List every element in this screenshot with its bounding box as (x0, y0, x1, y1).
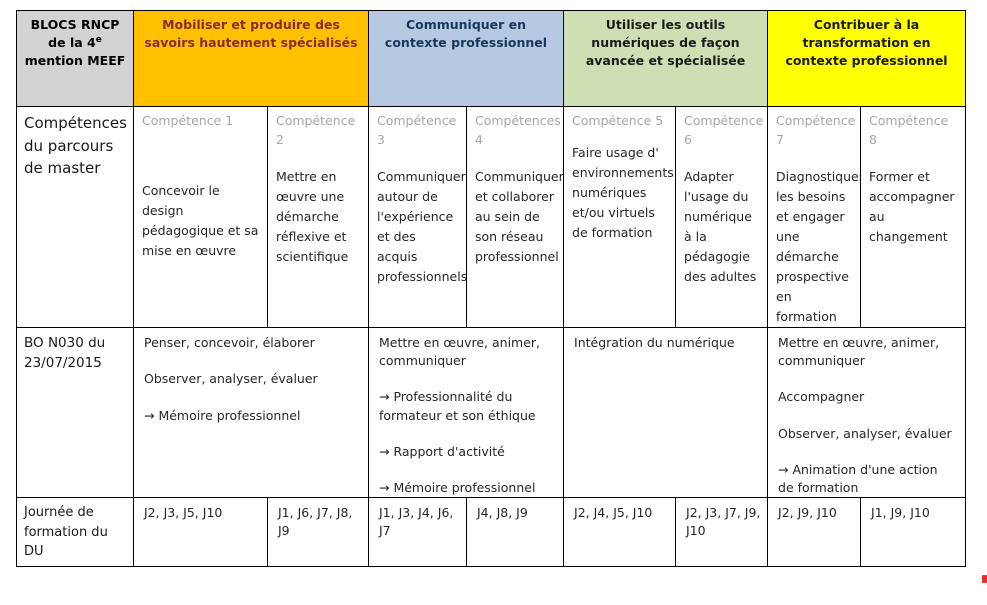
competence-5-label: Compétence 5 (572, 113, 664, 128)
blocs-rncp-text: BLOCS RNCP de la 4 (30, 17, 120, 51)
competence-7-cell: Compétence 7 Diagnostiquer les besoins e… (767, 106, 862, 328)
bo-cell-bloc2: Mettre en œuvre, animer, communiquer → P… (367, 326, 565, 499)
header-blocs-rncp: BLOCS RNCP de la 4e mention MEEF (16, 10, 134, 107)
competence-6-label: Compétence 6 (684, 113, 764, 147)
journee-cell-comp2: J1, J6, J7, J8, J9 (267, 497, 369, 568)
competence-3-cell: Compétence 3 Communiquer autour de l'exp… (368, 106, 467, 328)
bo-cell-bloc3: Intégration du numérique (563, 326, 769, 499)
header-bloc-communiquer: Communiquer en contexte professionnel (367, 10, 565, 107)
competence-2-cell: Compétence 2 Mettre en œuvre une démarch… (267, 106, 369, 328)
row-header-journee: Journée de formation du DU (16, 497, 134, 568)
competence-8-label: Compétence 8 (869, 113, 949, 147)
red-annotation-mark (982, 575, 987, 583)
header-bloc-transformation: Contribuer à la transformation en contex… (767, 10, 967, 107)
journee-cell-comp1: J2, J3, J5, J10 (133, 497, 268, 568)
competence-5-text: Faire usage d' environnements numériques… (572, 144, 674, 240)
bo-cell-bloc1: Penser, concevoir, élaborer Observer, an… (133, 326, 369, 499)
competence-7-text: Diagnostiquer les besoins et engager une… (776, 168, 861, 324)
journee-cell-comp7: J2, J9, J10 (767, 497, 862, 568)
journee-cell-comp4: J4, J8, J9 (465, 497, 565, 568)
bo-cell-bloc4: Mettre en œuvre, animer, communiquer Acc… (767, 326, 967, 499)
competency-table: BLOCS RNCP de la 4e mention MEEF Mobilis… (16, 10, 967, 568)
journee-cell-comp3: J1, J3, J4, J6, J7 (368, 497, 467, 568)
competence-1-label: Compétence 1 (142, 113, 234, 128)
bo-row: BO N030 du 23/07/2015 Penser, concevoir,… (16, 326, 967, 499)
blocs-rncp-superscript: e (95, 35, 102, 46)
competence-3-label: Compétence 3 (377, 113, 457, 147)
journee-cell-comp5: J2, J4, J5, J10 (563, 497, 677, 568)
competence-1-cell: Compétence 1 Concevoir le design pédagog… (133, 106, 268, 328)
competence-6-text: Adapter l'usage du numérique à la pédago… (684, 168, 757, 284)
header-bloc-outils-numeriques: Utiliser les outils numériques de façon … (563, 10, 769, 107)
competence-4-text: Communiquer et collaborer au sein de son… (475, 168, 564, 264)
header-row: BLOCS RNCP de la 4e mention MEEF Mobilis… (16, 10, 967, 107)
header-bloc-mobiliser: Mobiliser et produire des savoirs hautem… (133, 10, 369, 107)
competence-1-text: Concevoir le design pédagogique et sa mi… (142, 182, 259, 258)
competence-4-label: Compétences 4 (475, 113, 561, 147)
journee-cell-comp6: J2, J3, J7, J9, J10 (675, 497, 769, 568)
row-header-bo: BO N030 du 23/07/2015 (16, 326, 134, 499)
competence-8-cell: Compétence 8 Former et accompagner au ch… (860, 106, 967, 328)
competence-5-cell: Compétence 5 Faire usage d' environnemen… (563, 106, 677, 328)
journee-cell-comp8: J1, J9, J10 (860, 497, 967, 568)
competence-6-cell: Compétence 6 Adapter l'usage du numériqu… (675, 106, 769, 328)
competence-3-text: Communiquer autour de l'expérience et de… (377, 168, 467, 284)
competence-2-label: Compétence 2 (276, 113, 356, 147)
journee-row: Journée de formation du DU J2, J3, J5, J… (16, 497, 967, 568)
competence-4-cell: Compétences 4 Communiquer et collaborer … (465, 106, 565, 328)
competence-2-text: Mettre en œuvre une démarche réflexive e… (276, 168, 349, 264)
row-header-competences: Compétences du parcours de master (16, 106, 134, 328)
competence-7-label: Compétence 7 (776, 113, 856, 147)
blocs-rncp-text-suffix: mention MEEF (24, 53, 126, 69)
competence-8-text: Former et accompagner au changement (869, 168, 955, 244)
competences-row: Compétences du parcours de master Compét… (16, 106, 967, 328)
